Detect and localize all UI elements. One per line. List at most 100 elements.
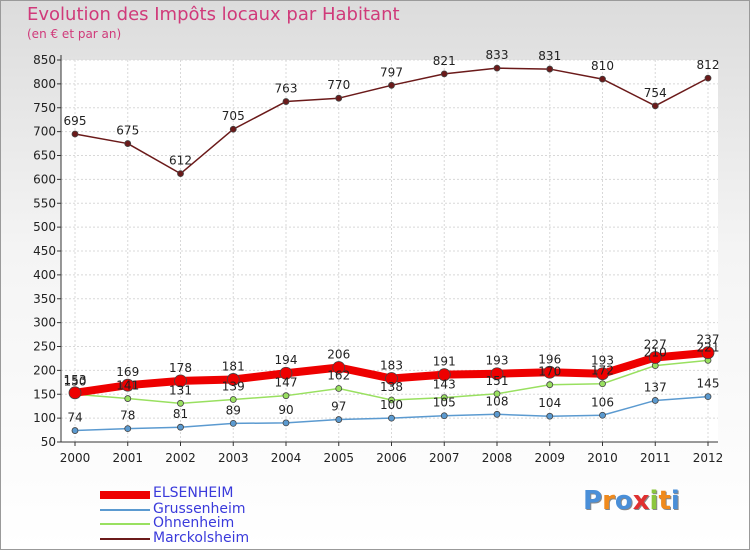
logo-letter: x [632, 486, 650, 516]
data-label: 172 [591, 364, 614, 378]
data-label: 100 [380, 398, 403, 412]
data-point [385, 372, 398, 385]
data-point [493, 64, 501, 72]
y-tick-label: 600 [33, 172, 56, 186]
data-point [701, 346, 715, 360]
data-point [440, 70, 448, 78]
data-point [71, 427, 79, 434]
data-point [68, 386, 82, 400]
x-tick-label: 2012 [693, 451, 724, 465]
y-tick-label: 850 [33, 53, 56, 67]
y-tick-label: 200 [33, 363, 56, 377]
x-tick-label: 2004 [271, 451, 302, 465]
data-point [493, 390, 501, 398]
y-tick-label: 700 [33, 125, 56, 139]
legend-swatch [100, 509, 150, 511]
data-label: 612 [169, 154, 192, 168]
data-point [599, 380, 606, 388]
data-label: 695 [64, 114, 87, 128]
chart-subtitle: (en € et par an) [27, 27, 122, 41]
x-tick-label: 2003 [218, 451, 249, 465]
logo-letter: t [658, 486, 671, 516]
x-tick-label: 2009 [534, 451, 565, 465]
y-tick-label: 300 [33, 316, 56, 330]
y-tick-label: 50 [41, 435, 56, 449]
data-label: 131 [169, 383, 192, 397]
data-label: 183 [380, 358, 403, 372]
x-tick-label: 2006 [376, 451, 407, 465]
data-point [437, 368, 451, 382]
data-point [599, 75, 606, 83]
data-label: 141 [116, 379, 139, 393]
data-point [71, 130, 79, 138]
legend-swatch [100, 523, 150, 525]
y-tick-label: 100 [33, 411, 56, 425]
data-point [651, 397, 659, 404]
data-point [704, 74, 712, 82]
data-label: 169 [116, 365, 139, 379]
data-point [124, 395, 132, 402]
data-label: 763 [275, 82, 298, 96]
data-point [229, 419, 237, 427]
data-label: 145 [697, 377, 720, 391]
data-point [177, 423, 184, 431]
data-label: 104 [538, 396, 561, 410]
y-tick-label: 750 [33, 101, 56, 115]
x-tick-label: 2000 [60, 451, 91, 465]
y-tick-label: 400 [33, 268, 56, 282]
data-label: 90 [278, 403, 293, 417]
logo-letter: i [670, 486, 680, 516]
data-point [282, 392, 290, 400]
data-point [440, 394, 448, 401]
data-label: 206 [327, 348, 350, 362]
data-label: 221 [697, 340, 720, 354]
logo-letter: o [614, 486, 633, 516]
legend-swatch [100, 491, 150, 499]
data-point [279, 366, 293, 380]
data-label: 194 [275, 353, 298, 367]
data-point [229, 125, 237, 133]
data-label: 227 [644, 337, 667, 351]
data-point [121, 378, 135, 392]
data-label: 137 [644, 380, 667, 394]
chart-title: Evolution des Impôts locaux par Habitant [27, 4, 400, 25]
proxiti-logo: Proxiti [583, 486, 680, 516]
data-label: 108 [486, 394, 509, 408]
data-point [546, 412, 554, 420]
data-point [388, 414, 395, 422]
data-point [546, 381, 554, 389]
data-label: 143 [433, 378, 456, 392]
data-point [282, 419, 290, 427]
logo-letter: r [602, 486, 615, 516]
legend-label: Grussenheim [153, 501, 246, 517]
data-point [388, 81, 395, 89]
x-tick-label: 2005 [323, 451, 354, 465]
data-point [124, 140, 132, 147]
x-tick-label: 2010 [587, 451, 618, 465]
data-label: 138 [380, 380, 403, 394]
data-label: 821 [433, 54, 456, 68]
x-tick-label: 2007 [429, 451, 460, 465]
data-label: 797 [380, 65, 403, 79]
y-tick-label: 250 [33, 340, 56, 354]
legend-label: ELSENHEIM [153, 485, 234, 501]
data-label: 770 [327, 78, 350, 92]
data-point [226, 373, 240, 386]
data-point [493, 410, 501, 418]
data-label: 810 [591, 59, 614, 73]
legend-label: Marckolsheim [153, 530, 250, 546]
data-point [335, 385, 343, 392]
data-point [543, 365, 557, 379]
legend-label: Ohnenheim [153, 515, 235, 531]
data-label: 139 [222, 380, 245, 394]
data-point [282, 98, 290, 105]
data-label: 833 [486, 48, 509, 62]
data-label: 74 [67, 411, 82, 425]
data-label: 150 [64, 374, 87, 388]
y-tick-label: 550 [33, 196, 56, 210]
data-label: 97 [331, 400, 346, 414]
data-point [177, 170, 184, 178]
data-point [648, 351, 662, 364]
data-point [596, 367, 609, 381]
data-label: 237 [697, 333, 720, 347]
